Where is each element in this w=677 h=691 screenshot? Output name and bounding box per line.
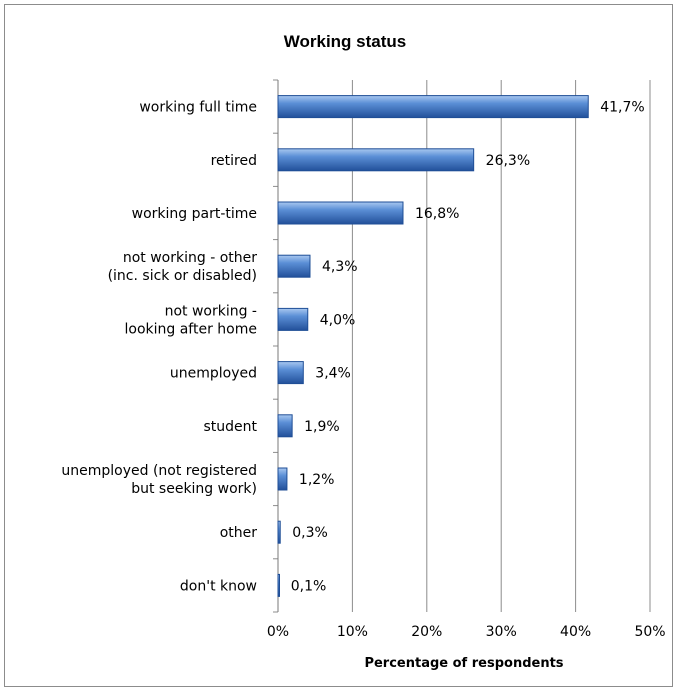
category-label: unemployed (not registered (61, 463, 257, 479)
data-label: 3,4% (315, 366, 351, 382)
category-label: working part-time (132, 206, 257, 222)
category-label: not working - other (123, 250, 257, 266)
bar (277, 573, 280, 597)
category-label: don't know (180, 578, 257, 594)
data-label: 41,7% (600, 100, 644, 116)
x-axis-label: Percentage of respondents (364, 656, 563, 671)
chart-title: Working status (284, 32, 406, 51)
category-label: unemployed (170, 366, 257, 382)
bar (277, 361, 304, 385)
x-tick-label: 10% (337, 624, 368, 640)
bar (277, 307, 309, 331)
category-labels: working full time retired working part-tim… (61, 100, 257, 595)
data-label: 16,8% (415, 206, 459, 222)
data-label: 1,9% (304, 419, 340, 435)
x-axis-ticks: 0% 10% 20% 30% 40% 50% (267, 624, 666, 640)
data-label: 26,3% (486, 153, 530, 169)
data-label: 1,2% (299, 472, 335, 488)
category-label: but seeking work) (131, 481, 257, 497)
bar (277, 254, 311, 278)
category-label: student (203, 419, 257, 435)
category-label: retired (211, 153, 257, 169)
category-label: not working - (165, 303, 257, 319)
x-tick-label: 40% (560, 624, 591, 640)
bar (277, 148, 475, 172)
x-tick-label: 20% (411, 624, 442, 640)
category-label: (inc. sick or disabled) (108, 268, 257, 284)
data-label: 4,0% (320, 312, 356, 328)
x-tick-label: 0% (267, 624, 289, 640)
bar (277, 95, 589, 119)
bar (277, 201, 404, 225)
data-label: 0,3% (292, 525, 328, 541)
value-labels: 41,7% 26,3% 16,8% 4,3% 4,0% 3,4% 1,9% 1,2% 0,3% 0… (291, 100, 645, 595)
bar (277, 467, 288, 491)
bar (277, 414, 293, 438)
category-label: other (220, 525, 258, 541)
category-label: looking after home (125, 321, 258, 337)
x-tick-label: 30% (486, 624, 517, 640)
bar (277, 520, 281, 544)
bars (277, 95, 589, 597)
x-tick-label: 50% (634, 624, 665, 640)
data-label: 0,1% (291, 578, 327, 594)
data-label: 4,3% (322, 259, 358, 275)
category-label: working full time (139, 100, 257, 116)
